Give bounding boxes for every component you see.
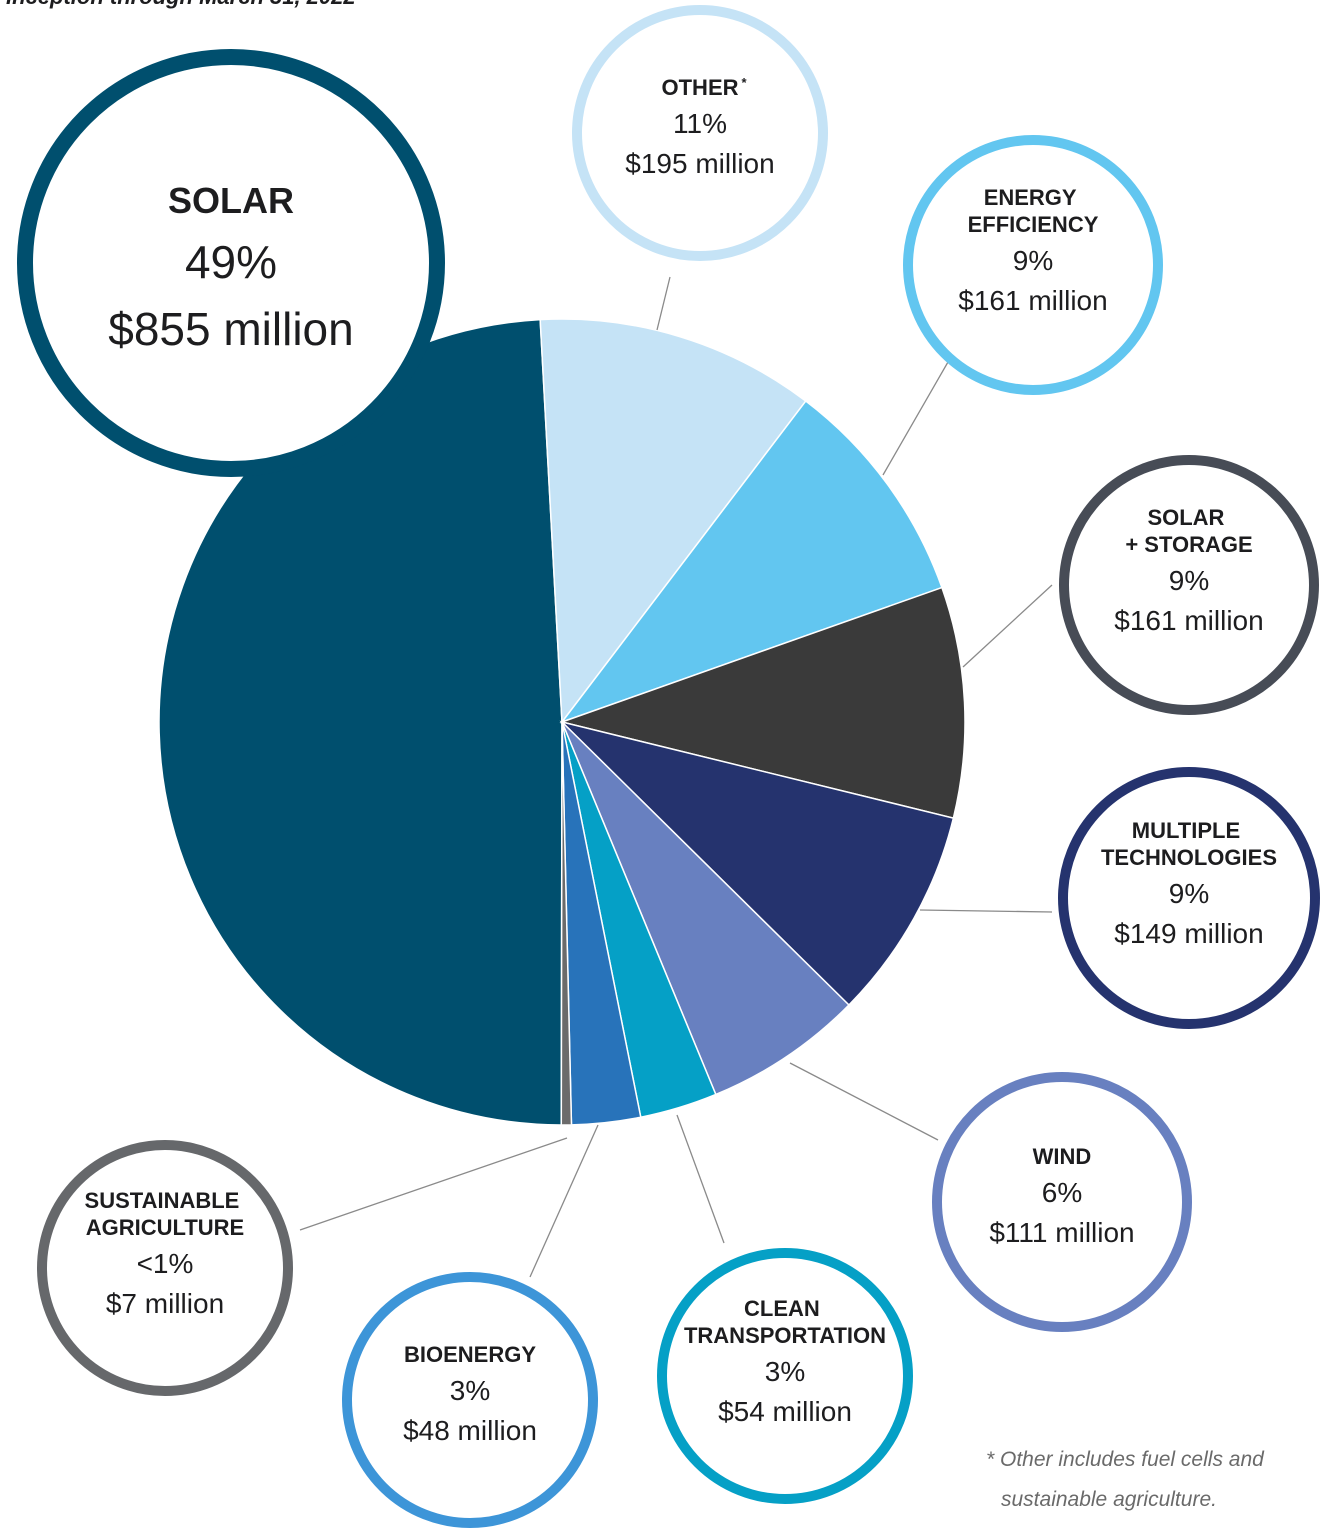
- percent-label: 9%: [1169, 878, 1209, 909]
- leader-line: [919, 909, 1053, 913]
- footnote: * Other includes fuel cells and sustaina…: [986, 1448, 1270, 1511]
- leader-line: [529, 1124, 599, 1278]
- callout: SOLAR + STORAGE 9% $161 million: [1059, 455, 1319, 715]
- pie-slice: [559, 400, 943, 724]
- callout: SUSTAINABLE AGRICULTURE <1% $7 million: [37, 1140, 293, 1396]
- category-label: SOLAR: [168, 180, 294, 221]
- footnote-marker: *: [741, 75, 747, 90]
- percent-label: 11%: [673, 108, 727, 139]
- pie-slice: [559, 586, 966, 820]
- value-label: $54 million: [718, 1396, 852, 1427]
- leader-line: [789, 1062, 939, 1141]
- callout-ring: [342, 1272, 598, 1528]
- leader-line: [962, 584, 1053, 668]
- callout-ring: [37, 1140, 293, 1396]
- pie-slice: [561, 721, 850, 1096]
- category-label: SOLAR + STORAGE: [1125, 505, 1252, 557]
- value-label: $48 million: [403, 1415, 537, 1446]
- percent-label: 49%: [185, 236, 277, 288]
- category-label: MULTIPLE TECHNOLOGIES: [1101, 818, 1277, 870]
- percent-label: 9%: [1169, 565, 1209, 596]
- callout: MULTIPLE TECHNOLOGIES 9% $149 million: [1058, 767, 1320, 1029]
- callout-ring: [657, 1248, 913, 1504]
- callout: SOLAR 49% $855 million: [17, 49, 445, 477]
- pie: [158, 318, 966, 1126]
- percent-label: 3%: [450, 1375, 490, 1406]
- value-label: $161 million: [1114, 605, 1263, 636]
- category-label: CLEAN TRANSPORTATION: [684, 1296, 886, 1348]
- category-label: ENERGY EFFICIENCY: [968, 185, 1099, 237]
- callout: CLEAN TRANSPORTATION 3% $54 million: [657, 1248, 913, 1504]
- callout-ring: [903, 135, 1163, 395]
- leader-line: [656, 276, 671, 331]
- chart-subtitle: Inception through March 31, 2022: [6, 0, 356, 9]
- pie-slice: [559, 720, 955, 1007]
- value-label: $111 million: [989, 1217, 1134, 1248]
- pie-slice: [560, 721, 573, 1126]
- leader-line: [882, 361, 949, 476]
- leaders: [299, 276, 1053, 1278]
- percent-label: 6%: [1042, 1177, 1082, 1208]
- value-label: $855 million: [108, 303, 353, 355]
- callout-ring: [572, 5, 828, 261]
- category-label: SUSTAINABLE AGRICULTURE: [85, 1188, 246, 1240]
- value-label: $7 million: [106, 1288, 224, 1319]
- callout-ring: [17, 49, 445, 477]
- callout: ENERGY EFFICIENCY 9% $161 million: [903, 135, 1163, 395]
- category-label: WIND: [1033, 1144, 1092, 1169]
- callouts: SOLAR 49% $855 million OTHER * 11% $195 millio…: [17, 5, 1320, 1528]
- percent-label: 3%: [765, 1356, 805, 1387]
- value-label: $195 million: [625, 148, 774, 179]
- leader-line: [299, 1137, 568, 1231]
- percent-label: <1%: [137, 1248, 194, 1279]
- category-label: OTHER: [662, 75, 739, 100]
- callout-ring: [1058, 767, 1320, 1029]
- percent-label: 9%: [1013, 245, 1053, 276]
- value-label: $161 million: [958, 285, 1107, 316]
- callout-ring: [1059, 455, 1319, 715]
- pie-slice: [539, 318, 807, 725]
- callout: BIOENERGY 3% $48 million: [342, 1272, 598, 1528]
- category-label: BIOENERGY: [404, 1342, 536, 1367]
- leader-line: [676, 1114, 725, 1244]
- callout: OTHER * 11% $195 million: [572, 5, 828, 261]
- value-label: $149 million: [1114, 918, 1263, 949]
- callout-ring: [932, 1072, 1192, 1332]
- callout: WIND 6% $111 million: [932, 1072, 1192, 1332]
